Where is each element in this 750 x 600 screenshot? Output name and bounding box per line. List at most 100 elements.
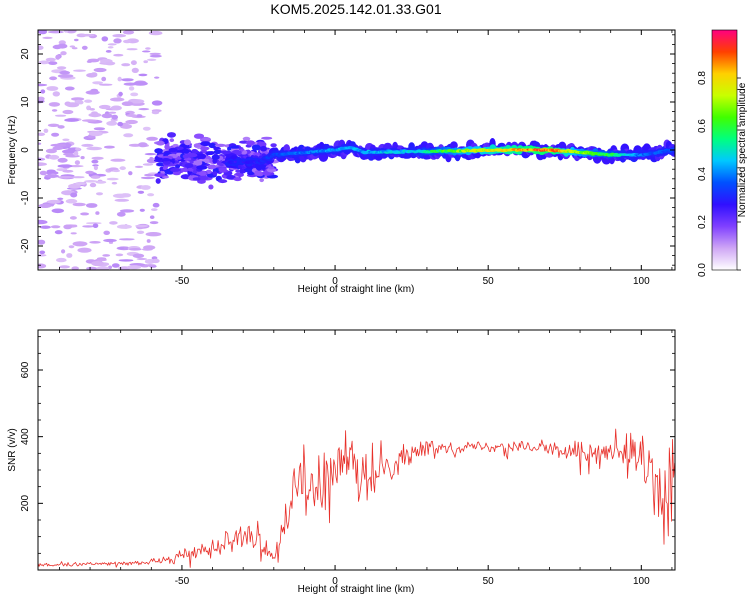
heatmap-cell: [65, 102, 80, 108]
page-title: KOM5.2025.142.01.33.G01: [270, 1, 442, 17]
heatmap-cell: [85, 90, 100, 95]
heatmap-cell: [140, 176, 155, 180]
heatmap-cell: [71, 97, 85, 101]
heatmap-cell: [57, 175, 74, 179]
heatmap-cell: [70, 232, 77, 235]
heatmap-cell: [134, 165, 144, 168]
heatmap-cell: [75, 181, 87, 186]
colorbar-label: Normalized spectral amplitude: [737, 82, 748, 217]
colorbar-tick-label: 0.6: [697, 119, 708, 133]
snr-y-tick-label: 200: [20, 495, 31, 512]
heatmap-cell: [96, 266, 110, 270]
heatmap-cell: [91, 159, 99, 164]
spectrogram-x-axis: -50 0 50 100: [59, 30, 673, 287]
heatmap-cell: [184, 163, 194, 168]
heatmap-cell: [55, 54, 61, 60]
heatmap-cell: [38, 157, 46, 161]
heatmap-cell: [211, 154, 220, 160]
heatmap-cell: [198, 170, 207, 177]
snr-x-tick-label: 100: [633, 576, 650, 587]
heatmap-cell: [60, 51, 67, 56]
heatmap-cell: [38, 239, 46, 245]
heatmap-cell: [142, 126, 151, 131]
heatmap-cell: [39, 170, 48, 176]
heatmap-cell: [122, 30, 135, 35]
heatmap-cell: [195, 153, 207, 159]
snr-x-axis: -50 0 50 100: [59, 330, 673, 587]
heatmap-cell: [149, 52, 161, 56]
heatmap-cell: [82, 225, 94, 228]
heatmap-cell: [59, 265, 70, 269]
heatmap-cell: [69, 216, 77, 220]
heatmap-cell: [48, 61, 58, 65]
heatmap-cell: [112, 169, 121, 173]
heatmap-cell: [69, 45, 76, 48]
heatmap-cell: [192, 169, 198, 174]
heatmap-cell: [136, 257, 148, 261]
heatmap-cell: [118, 238, 135, 241]
heatmap-cell: [101, 76, 107, 82]
heatmap-cell: [63, 224, 73, 230]
heatmap-cell: [147, 58, 157, 61]
heatmap-cell: [149, 221, 159, 225]
heatmap-cell: [149, 54, 162, 58]
heatmap-cell: [139, 208, 145, 212]
heatmap-cell: [226, 175, 236, 180]
heatmap-cell: [96, 258, 107, 262]
heatmap-cell: [113, 53, 124, 57]
heatmap-cell: [200, 137, 211, 141]
heatmap-cell: [125, 114, 138, 117]
heatmap-cell: [90, 175, 101, 179]
heatmap-cell: [154, 173, 166, 178]
colorbar-tick-label: 0.0: [697, 263, 708, 277]
heatmap-cell: [48, 30, 64, 34]
heatmap-cell: [208, 184, 214, 190]
heatmap-cell: [86, 266, 98, 270]
heatmap-cell: [111, 181, 118, 185]
heatmap-cell: [230, 145, 240, 149]
heatmap-cell: [46, 169, 56, 174]
heatmap-cell: [95, 211, 100, 215]
heatmap-cell: [204, 158, 210, 164]
spectrogram-x-label: Height of straight line (km): [298, 284, 415, 295]
heatmap-cell: [212, 171, 218, 176]
snr-x-label: Height of straight line (km): [298, 584, 415, 595]
heatmap-cell: [118, 259, 134, 262]
heatmap-cell: [193, 133, 205, 139]
heatmap-cell: [65, 30, 77, 34]
heatmap-cell: [182, 154, 189, 159]
heatmap-cell: [61, 249, 66, 254]
heatmap-cell: [164, 144, 170, 150]
heatmap-cell: [128, 248, 142, 251]
snr-x-tick-label: 50: [483, 576, 495, 587]
heatmap-cell: [112, 34, 126, 38]
heatmap-cell: [43, 128, 49, 133]
heatmap-cell: [38, 83, 48, 87]
spectrogram-y-label: Frequency (Hz): [7, 116, 18, 185]
heatmap-cell: [102, 254, 111, 257]
heatmap-cell: [155, 178, 161, 184]
heatmap-cell: [68, 183, 81, 189]
colorbar-gradient: [711, 29, 738, 271]
heatmap-cell: [146, 136, 159, 141]
heatmap-cell: [66, 253, 73, 258]
heatmap-cell: [142, 163, 154, 166]
heatmap-cell: [86, 146, 102, 151]
heatmap-cell: [52, 146, 64, 151]
heatmap-cell: [98, 104, 111, 110]
heatmap-cell: [59, 70, 71, 75]
heatmap-cell: [220, 150, 232, 155]
spectrogram-x-tick-label: 50: [483, 276, 495, 287]
colorbar: 0.0 0.2 0.4 0.6 0.8 Normalized spectral ampl…: [697, 29, 748, 277]
heatmap-cell: [168, 147, 178, 153]
heatmap-cell: [62, 138, 70, 142]
heatmap-cell: [99, 83, 113, 86]
heatmap-cell: [183, 148, 190, 154]
heatmap-cell: [91, 111, 98, 115]
heatmap-cell: [161, 158, 171, 162]
spectrogram-x-tick-label: 0: [332, 276, 338, 287]
heatmap-cell: [104, 61, 115, 66]
heatmap-cell: [151, 100, 163, 106]
heatmap-cell: [118, 247, 125, 250]
heatmap-cell: [110, 97, 125, 102]
